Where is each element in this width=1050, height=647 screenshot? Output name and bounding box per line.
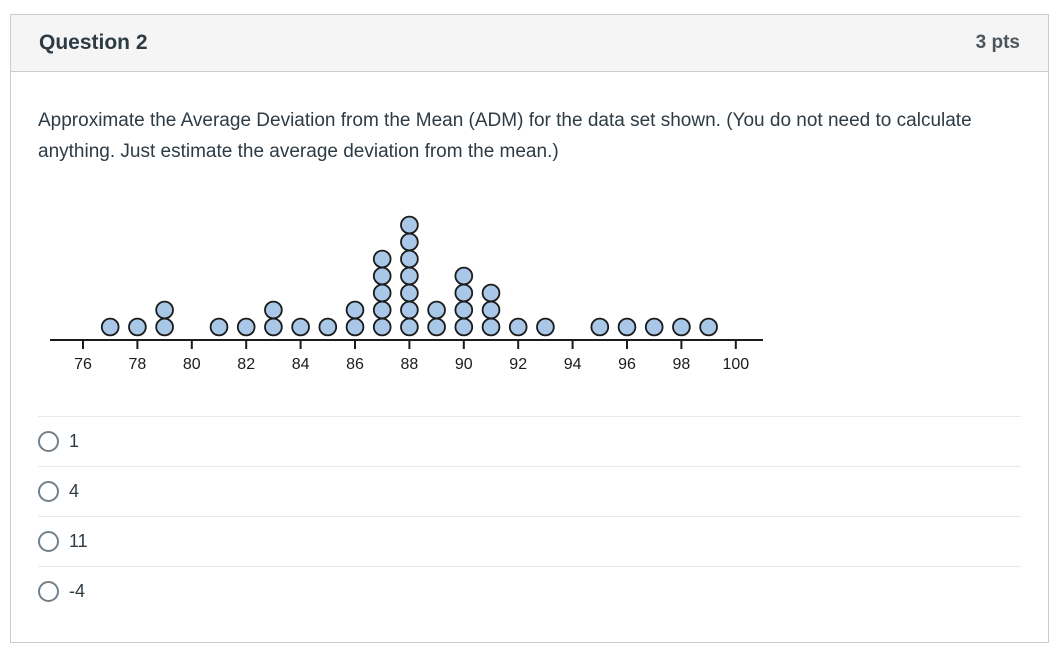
svg-text:78: 78 bbox=[129, 356, 147, 373]
answer-label: -4 bbox=[69, 581, 86, 601]
answer-option-1[interactable]: 1 bbox=[38, 416, 1021, 466]
question-body: Approximate the Average Deviation from t… bbox=[11, 72, 1048, 616]
question-points-badge: 3 pts bbox=[975, 32, 1020, 53]
radio-button[interactable] bbox=[38, 581, 59, 602]
svg-text:88: 88 bbox=[401, 356, 419, 373]
radio-button[interactable] bbox=[38, 431, 59, 452]
question-header: Question 2 3 pts bbox=[11, 15, 1048, 72]
svg-text:96: 96 bbox=[618, 356, 636, 373]
svg-text:86: 86 bbox=[346, 356, 364, 373]
dot-plot: 76 78 80 82 84 86 88 90 92 94 96 98 100 bbox=[50, 215, 763, 373]
svg-text:98: 98 bbox=[673, 356, 691, 373]
answer-label: 1 bbox=[69, 431, 80, 451]
svg-text:80: 80 bbox=[183, 356, 201, 373]
svg-text:94: 94 bbox=[564, 356, 582, 373]
svg-text:100: 100 bbox=[722, 356, 749, 373]
svg-text:82: 82 bbox=[237, 356, 255, 373]
question-title: Question 2 bbox=[39, 31, 148, 54]
answer-option-2[interactable]: 4 bbox=[38, 466, 1021, 516]
radio-button[interactable] bbox=[38, 531, 59, 552]
svg-text:76: 76 bbox=[74, 356, 92, 373]
svg-text:84: 84 bbox=[292, 356, 310, 373]
answer-label: 4 bbox=[69, 481, 80, 501]
answer-option-3[interactable]: 11 bbox=[38, 516, 1021, 566]
svg-text:90: 90 bbox=[455, 356, 473, 373]
question-text: Approximate the Average Deviation from t… bbox=[38, 110, 972, 162]
answer-option-4[interactable]: -4 bbox=[38, 566, 1021, 616]
radio-button[interactable] bbox=[38, 481, 59, 502]
dot-plot-container: 76 78 80 82 84 86 88 90 92 94 96 98 100 bbox=[48, 205, 1021, 377]
answer-label: 11 bbox=[69, 531, 88, 551]
answer-options: 1 4 11 -4 bbox=[38, 416, 1021, 616]
question-card: Question 2 3 pts Approximate the Average… bbox=[10, 14, 1049, 643]
svg-text:92: 92 bbox=[509, 356, 527, 373]
